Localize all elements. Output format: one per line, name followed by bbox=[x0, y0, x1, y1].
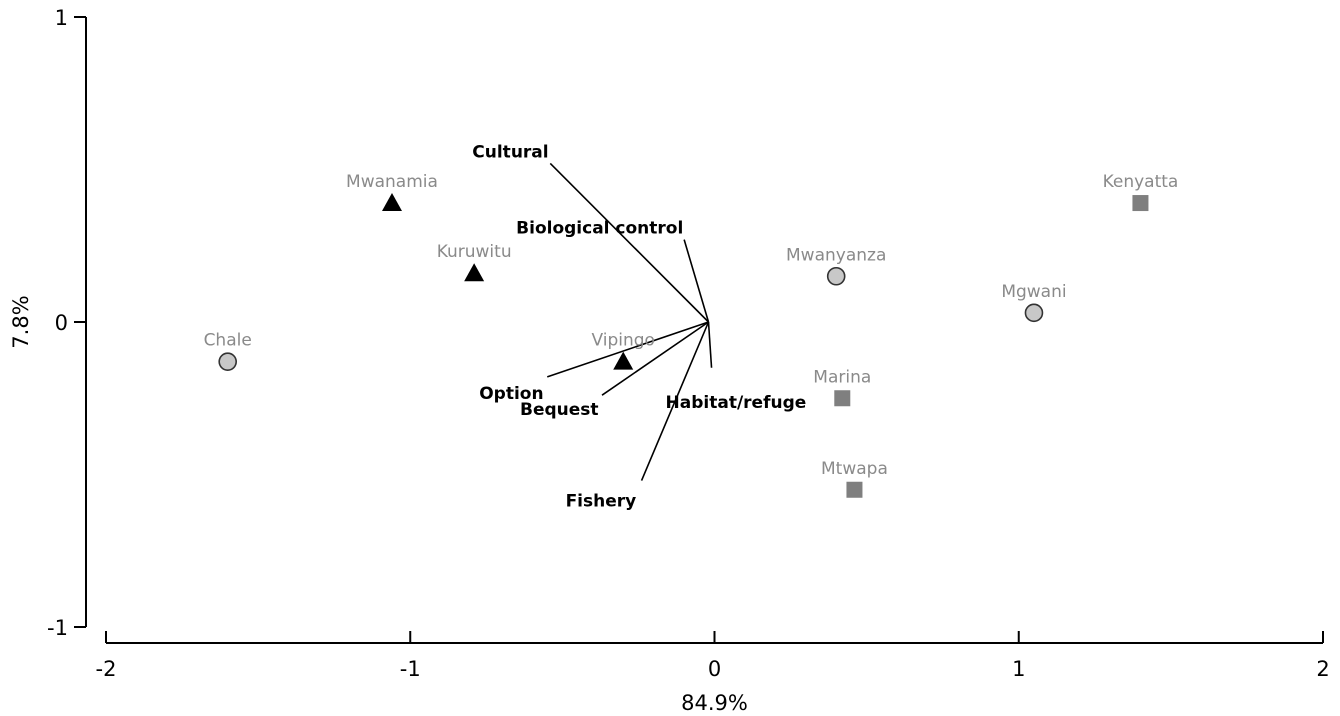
axes: -1 0 1 -2 -1 0 1 2 84.9% 7.8% bbox=[9, 6, 1330, 715]
point-mwanamia-triangle bbox=[381, 193, 402, 212]
y-axis-ticks: -1 0 1 bbox=[47, 6, 86, 640]
x-tick-label: 1 bbox=[1012, 657, 1025, 681]
y-tick-label: 1 bbox=[55, 6, 68, 30]
vector-label-biological-control: Biological control bbox=[516, 219, 683, 239]
vector-option bbox=[546, 321, 709, 378]
vector-bequest bbox=[601, 321, 709, 396]
vector-label-habitat-refuge: Habitat/refuge bbox=[666, 393, 807, 413]
vector-habitat-refuge bbox=[707, 321, 713, 368]
point-label-chale: Chale bbox=[204, 331, 252, 351]
x-tick-label: 2 bbox=[1316, 657, 1329, 681]
point-vipingo-triangle bbox=[613, 351, 634, 370]
vector-label-bequest: Bequest bbox=[520, 400, 599, 420]
point-mwanyanza-circle bbox=[826, 266, 846, 286]
point-label-kenyatta: Kenyatta bbox=[1103, 172, 1179, 192]
y-axis-title: 7.8% bbox=[9, 295, 33, 348]
vector-label-option: Option bbox=[479, 384, 543, 404]
y-tick-label: -1 bbox=[47, 616, 68, 640]
point-label-mwanyanza: Mwanyanza bbox=[786, 245, 886, 265]
point-label-vipingo: Vipingo bbox=[591, 331, 654, 351]
vector-biological-control bbox=[683, 239, 710, 323]
vector-label-cultural: Cultural bbox=[472, 142, 548, 162]
x-axis-ticks: -2 -1 0 1 2 bbox=[96, 631, 1330, 681]
site-points: Chale Mwanamia Kuruwitu Vipingo Mwanyanza Mgw… bbox=[204, 172, 1179, 498]
point-kenyatta-square bbox=[1132, 195, 1149, 212]
point-kuruwitu-triangle bbox=[464, 263, 485, 282]
point-chale-circle bbox=[218, 352, 237, 371]
x-tick-label: -1 bbox=[400, 657, 421, 681]
point-label-marina: Marina bbox=[813, 367, 871, 387]
vector-label-fishery: Fishery bbox=[566, 492, 637, 512]
point-mgwani-circle bbox=[1024, 303, 1044, 323]
vector-cultural bbox=[549, 162, 710, 323]
y-tick-label: 0 bbox=[55, 311, 68, 335]
x-tick-label: 0 bbox=[708, 657, 721, 681]
point-mtwapa-square bbox=[846, 481, 863, 498]
point-label-mwanamia: Mwanamia bbox=[346, 172, 438, 192]
point-marina-square bbox=[834, 390, 851, 407]
x-tick-label: -2 bbox=[96, 657, 117, 681]
point-label-mgwani: Mgwani bbox=[1001, 282, 1066, 302]
vector-fishery bbox=[640, 321, 710, 481]
x-axis-title: 84.9% bbox=[681, 691, 748, 715]
point-label-kuruwitu: Kuruwitu bbox=[437, 242, 512, 262]
point-label-mtwapa: Mtwapa bbox=[821, 459, 888, 479]
